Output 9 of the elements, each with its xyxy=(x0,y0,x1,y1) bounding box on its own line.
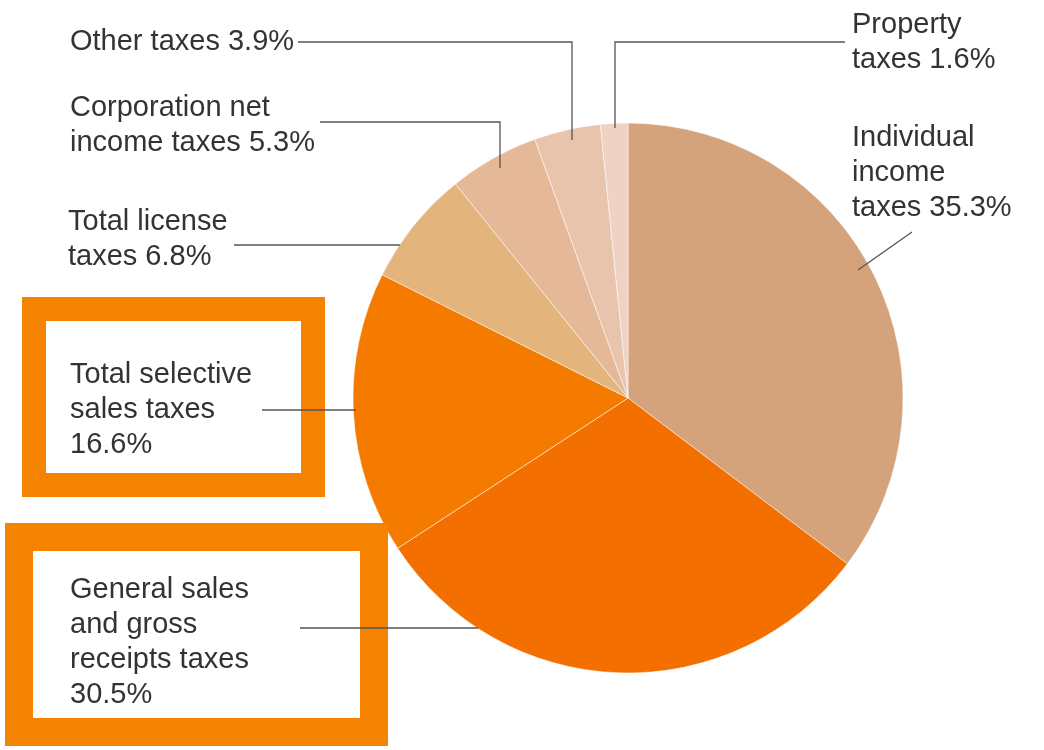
slice-label: Other taxes 3.9% xyxy=(70,23,295,56)
data-label: 30.5% xyxy=(70,676,153,709)
slice-label: Total license taxes 6.8% xyxy=(68,203,228,271)
slice-label: Property taxes 1.6% xyxy=(852,6,996,74)
slice-label: Individual income taxes 35.3% xyxy=(852,119,1012,222)
slice-label: Total selective sales taxes xyxy=(70,356,253,424)
slice-label: General sales and gross receipts taxes xyxy=(70,571,249,674)
slice-label: Corporation net income taxes 5.3% xyxy=(70,89,316,157)
data-label: 16.6% xyxy=(70,426,153,459)
